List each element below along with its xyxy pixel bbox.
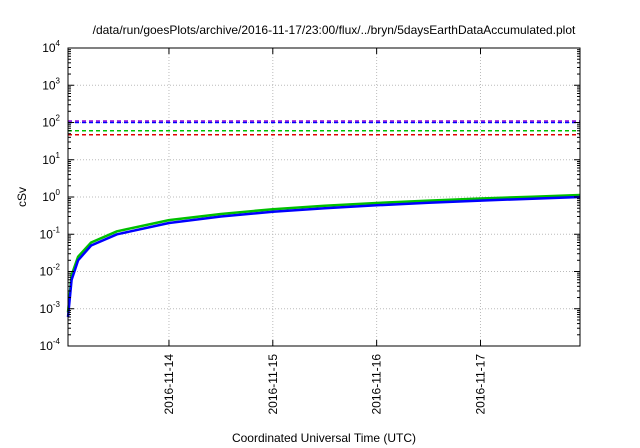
y-tick-label: 104 (42, 39, 60, 55)
x-tick-label: 2016-11-15 (266, 354, 280, 415)
y-tick-label: 102 (42, 114, 60, 130)
x-tick-label: 2016-11-17 (473, 354, 487, 415)
y-tick-label: 100 (42, 188, 60, 204)
x-tick-label: 2016-11-16 (370, 354, 384, 415)
chart-title: /data/run/goesPlots/archive/2016-11-17/2… (93, 23, 576, 37)
y-tick-label: 10-2 (40, 263, 61, 279)
threshold-lines (68, 120, 580, 136)
y-tick-label: 10-1 (40, 225, 61, 241)
x-axis-label: Coordinated Universal Time (UTC) (232, 431, 416, 445)
x-axis-ticks: 2016-11-14 2016-11-15 2016-11-16 2016-11-17 (162, 48, 487, 415)
series-line (66, 195, 581, 318)
x-tick-label: 2016-11-14 (162, 354, 176, 415)
y-axis-ticks: 10-4 10-3 10-2 10-1 100 101 102 103 104 (40, 39, 580, 353)
series-lines (66, 193, 581, 318)
series-line (66, 193, 581, 313)
y-tick-label: 10-3 (40, 300, 61, 316)
y-tick-label: 101 (42, 151, 60, 167)
y-axis-label: cSv (15, 187, 29, 207)
y-tick-label: 10-4 (40, 337, 61, 353)
y-tick-label: 103 (42, 76, 60, 92)
